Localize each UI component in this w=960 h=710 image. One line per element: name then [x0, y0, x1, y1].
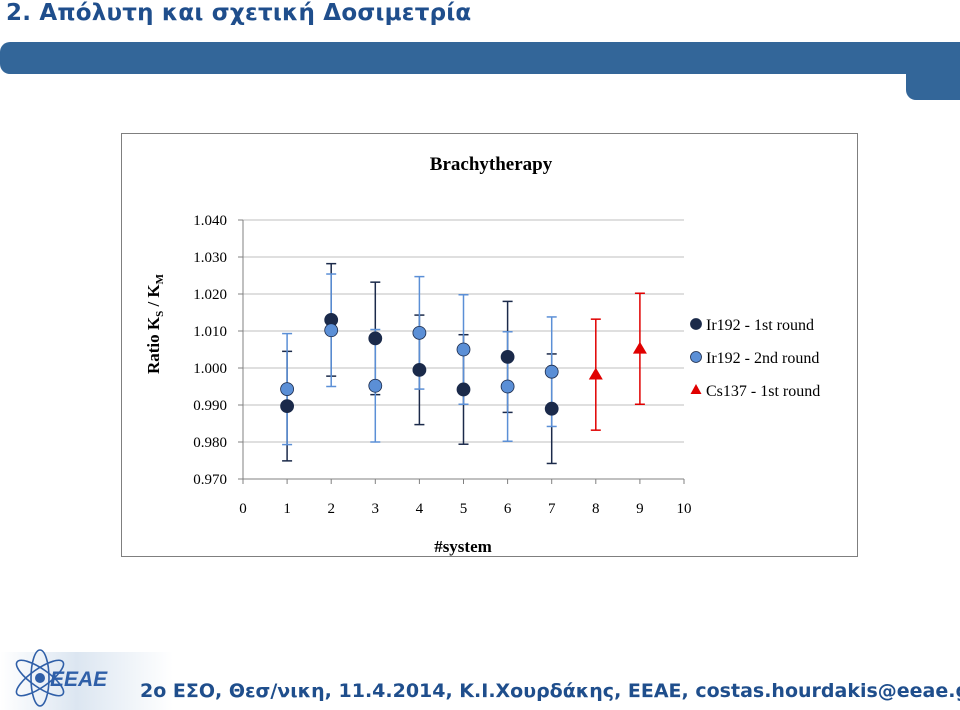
legend-label: Cs137 - 1st round [706, 383, 820, 400]
data-point [588, 367, 603, 380]
x-tick-label: 3 [372, 501, 380, 517]
data-point [500, 349, 515, 364]
data-point [412, 325, 427, 340]
logo-text: EEAE [50, 668, 108, 691]
x-tick-label: 0 [239, 501, 247, 517]
x-axis-label: #system [434, 537, 492, 556]
x-tick-label: 6 [504, 501, 512, 517]
data-point [324, 323, 339, 338]
slide-title: 2. Απόλυτη και σχετική Δοσιμετρία [6, 0, 472, 26]
y-axis-label: Ratio KS / KM [144, 273, 166, 374]
y-tick-label: 0.970 [193, 472, 227, 488]
x-tick-label: 4 [416, 501, 424, 517]
x-tick-label: 7 [548, 501, 556, 517]
footer-bar [0, 652, 960, 710]
x-tick-label: 1 [283, 501, 291, 517]
data-point [412, 362, 427, 377]
x-tick-label: 5 [460, 501, 468, 517]
x-tick-label: 9 [636, 501, 644, 517]
footer-text: 2o ΕΣΟ, Θεσ/νικη, 11.4.2014, Κ.Ι.Χουρδάκ… [140, 680, 960, 702]
legend: Ir192 - 1st round Ir192 - 2nd round Cs137 … [690, 317, 820, 400]
data-point [368, 378, 383, 393]
x-tick-label: 2 [327, 501, 335, 517]
marker-layer [280, 312, 647, 416]
y-tick-label: 0.990 [193, 398, 227, 414]
y-tick-label: 1.000 [193, 361, 227, 377]
legend-marker [690, 384, 702, 394]
data-point [280, 382, 295, 396]
data-point [632, 341, 647, 354]
title-accent-bar [0, 42, 960, 74]
y-tick-label: 1.030 [193, 250, 227, 266]
data-point [280, 399, 295, 414]
axis-layer: 0.970 0.980 0.990 1.000 1.010 1.020 1.030 1.040… [193, 213, 691, 517]
chart-title: Brachytherapy [430, 154, 553, 175]
legend-label: Ir192 - 2nd round [706, 350, 819, 367]
y-tick-label: 1.020 [193, 287, 227, 303]
atom-icon [15, 649, 65, 707]
title-accent-tab [906, 42, 960, 100]
data-point [456, 342, 471, 357]
data-point [500, 379, 515, 394]
brachytherapy-chart: 0.970 0.980 0.990 1.000 1.010 1.020 1.030 1.040… [144, 154, 820, 556]
chart-frame: 0.970 0.980 0.990 1.000 1.010 1.020 1.030 1.040… [121, 133, 858, 557]
legend-marker [690, 351, 702, 363]
legend-marker [690, 318, 702, 330]
data-point [368, 331, 383, 346]
data-point [456, 382, 471, 397]
data-point [544, 401, 559, 416]
errorbar-layer [282, 262, 645, 465]
y-tick-label: 1.010 [193, 324, 227, 340]
y-tick-label: 0.980 [193, 435, 227, 451]
x-tick-label: 8 [592, 501, 600, 517]
data-point [544, 364, 559, 379]
legend-label: Ir192 - 1st round [706, 317, 814, 334]
y-tick-label: 1.040 [193, 213, 227, 229]
x-tick-label: 10 [677, 501, 692, 517]
eeae-logo: EEAE [15, 649, 108, 707]
